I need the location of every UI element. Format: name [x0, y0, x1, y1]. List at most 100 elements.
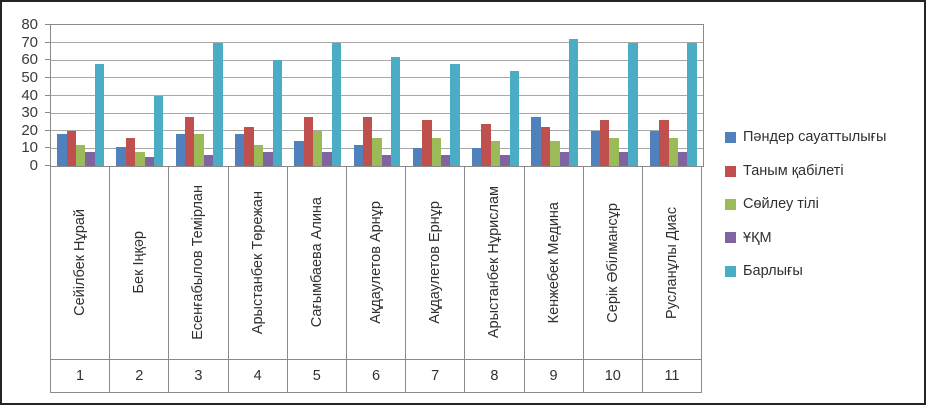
bar[interactable] — [116, 146, 126, 166]
bar[interactable] — [194, 134, 204, 166]
bar[interactable] — [481, 123, 491, 166]
y-axis-tick-label: 30 — [21, 104, 38, 122]
category-number-label: 2 — [135, 368, 144, 384]
category-label: Сейілбек Нұрай — [72, 209, 89, 316]
bar[interactable] — [440, 155, 451, 166]
bar[interactable] — [590, 130, 600, 166]
bar[interactable] — [509, 70, 520, 166]
y-axis-tick-label: 60 — [21, 51, 38, 69]
category-label: Арыстанбек Төрежан — [249, 190, 266, 335]
bar-group-3 — [170, 25, 229, 166]
bar[interactable] — [253, 144, 264, 166]
y-axis-tick-label: 80 — [21, 16, 38, 33]
category-number-label: 11 — [664, 368, 680, 384]
bar[interactable] — [353, 144, 363, 166]
bar[interactable] — [668, 137, 679, 166]
category-label: Ақдаулетов Ернұр — [427, 201, 444, 324]
bar[interactable] — [600, 120, 610, 166]
legend-swatch-icon — [725, 132, 736, 144]
category-axis: Сейілбек Нұрай 1 Бек Іңқәр 2 Есенғабылов Тем… — [50, 166, 703, 393]
legend-item[interactable]: Таным қабілеті — [725, 154, 886, 187]
legend-item[interactable]: Барлығы — [725, 255, 886, 288]
category-column: Сағымбаева Алина 5 — [287, 166, 347, 392]
category-column: Ақдаулетов Ернұр 7 — [406, 166, 466, 392]
bar[interactable] — [618, 151, 629, 166]
category-name-cell: Арыстанбек Нұрислам — [465, 166, 524, 360]
y-axis-tick — [45, 76, 50, 78]
y-axis-tick — [45, 165, 50, 166]
bar[interactable] — [531, 116, 541, 166]
category-column: Сейілбек Нұрай 1 — [51, 166, 111, 392]
bar[interactable] — [313, 130, 323, 166]
bar[interactable] — [272, 60, 282, 166]
bar[interactable] — [125, 137, 136, 166]
bar[interactable] — [175, 134, 186, 166]
bar-group-5 — [288, 25, 347, 166]
bar[interactable] — [66, 130, 76, 166]
bar[interactable] — [57, 134, 67, 166]
bar[interactable] — [185, 116, 195, 166]
bar[interactable] — [550, 141, 560, 166]
bar[interactable] — [490, 141, 501, 166]
bar[interactable] — [263, 151, 273, 166]
bar[interactable] — [568, 39, 579, 166]
category-name-cell: Есенғабылов Темірлан — [169, 166, 228, 360]
bar[interactable] — [391, 56, 401, 166]
category-column: Есенғабылов Темірлан 3 — [169, 166, 229, 392]
bar[interactable] — [431, 137, 441, 166]
bar[interactable] — [75, 144, 86, 166]
bar[interactable] — [628, 42, 638, 166]
bar[interactable] — [412, 148, 423, 166]
bar[interactable] — [362, 116, 373, 166]
legend-label: Сөйлеу тілі — [743, 196, 819, 213]
bar-group-2 — [110, 25, 169, 166]
bar[interactable] — [135, 151, 145, 166]
legend-label: Барлығы — [743, 263, 803, 279]
bar[interactable] — [678, 151, 688, 166]
category-label: Русланұлы Диас — [663, 206, 680, 319]
legend-swatch-icon — [725, 265, 736, 277]
category-column: Русланұлы Диас 11 — [642, 166, 703, 392]
y-axis-tick — [45, 59, 50, 61]
bar[interactable] — [687, 42, 697, 166]
bar[interactable] — [381, 155, 392, 166]
bar[interactable] — [303, 116, 314, 166]
bar[interactable] — [85, 151, 95, 166]
bar[interactable] — [213, 42, 223, 166]
bar[interactable] — [372, 137, 382, 166]
category-column: Ақдаулетов Арнұр 6 — [346, 166, 407, 392]
bar[interactable] — [331, 42, 342, 166]
category-number-label: 1 — [76, 368, 85, 384]
bar[interactable] — [94, 63, 105, 166]
bar[interactable] — [244, 127, 254, 166]
category-number-label: 6 — [371, 368, 381, 384]
y-axis-tick-label: 70 — [21, 33, 38, 51]
plot-area — [50, 24, 704, 167]
category-name-cell: Ақдаулетов Ернұр — [406, 166, 465, 360]
bar[interactable] — [153, 95, 164, 166]
bar[interactable] — [450, 63, 460, 166]
y-axis: 0 10 20 30 40 50 60 70 80 — [2, 16, 50, 174]
bar[interactable] — [322, 151, 332, 166]
bar[interactable] — [234, 134, 245, 166]
legend-item[interactable]: Пәндер сауаттылығы — [725, 121, 886, 154]
bar[interactable] — [540, 127, 551, 166]
legend-item[interactable]: Сөйлеу тілі — [725, 188, 886, 221]
bar[interactable] — [659, 120, 669, 166]
category-name-cell: Сейілбек Нұрай — [51, 166, 110, 360]
bar[interactable] — [144, 157, 154, 166]
bar[interactable] — [609, 137, 619, 166]
legend-label: ҰҚМ — [743, 229, 772, 246]
bar[interactable] — [649, 130, 660, 166]
legend-item[interactable]: ҰҚМ — [725, 221, 886, 254]
bar[interactable] — [422, 120, 432, 166]
bar[interactable] — [559, 151, 569, 166]
bar[interactable] — [500, 155, 510, 166]
category-number-label: 9 — [549, 368, 558, 384]
bar[interactable] — [472, 148, 482, 166]
bar[interactable] — [294, 141, 304, 166]
bar[interactable] — [203, 155, 214, 166]
category-label: Кенжебек Медина — [545, 201, 562, 324]
category-name-cell: Арыстанбек Төрежан — [228, 166, 287, 360]
